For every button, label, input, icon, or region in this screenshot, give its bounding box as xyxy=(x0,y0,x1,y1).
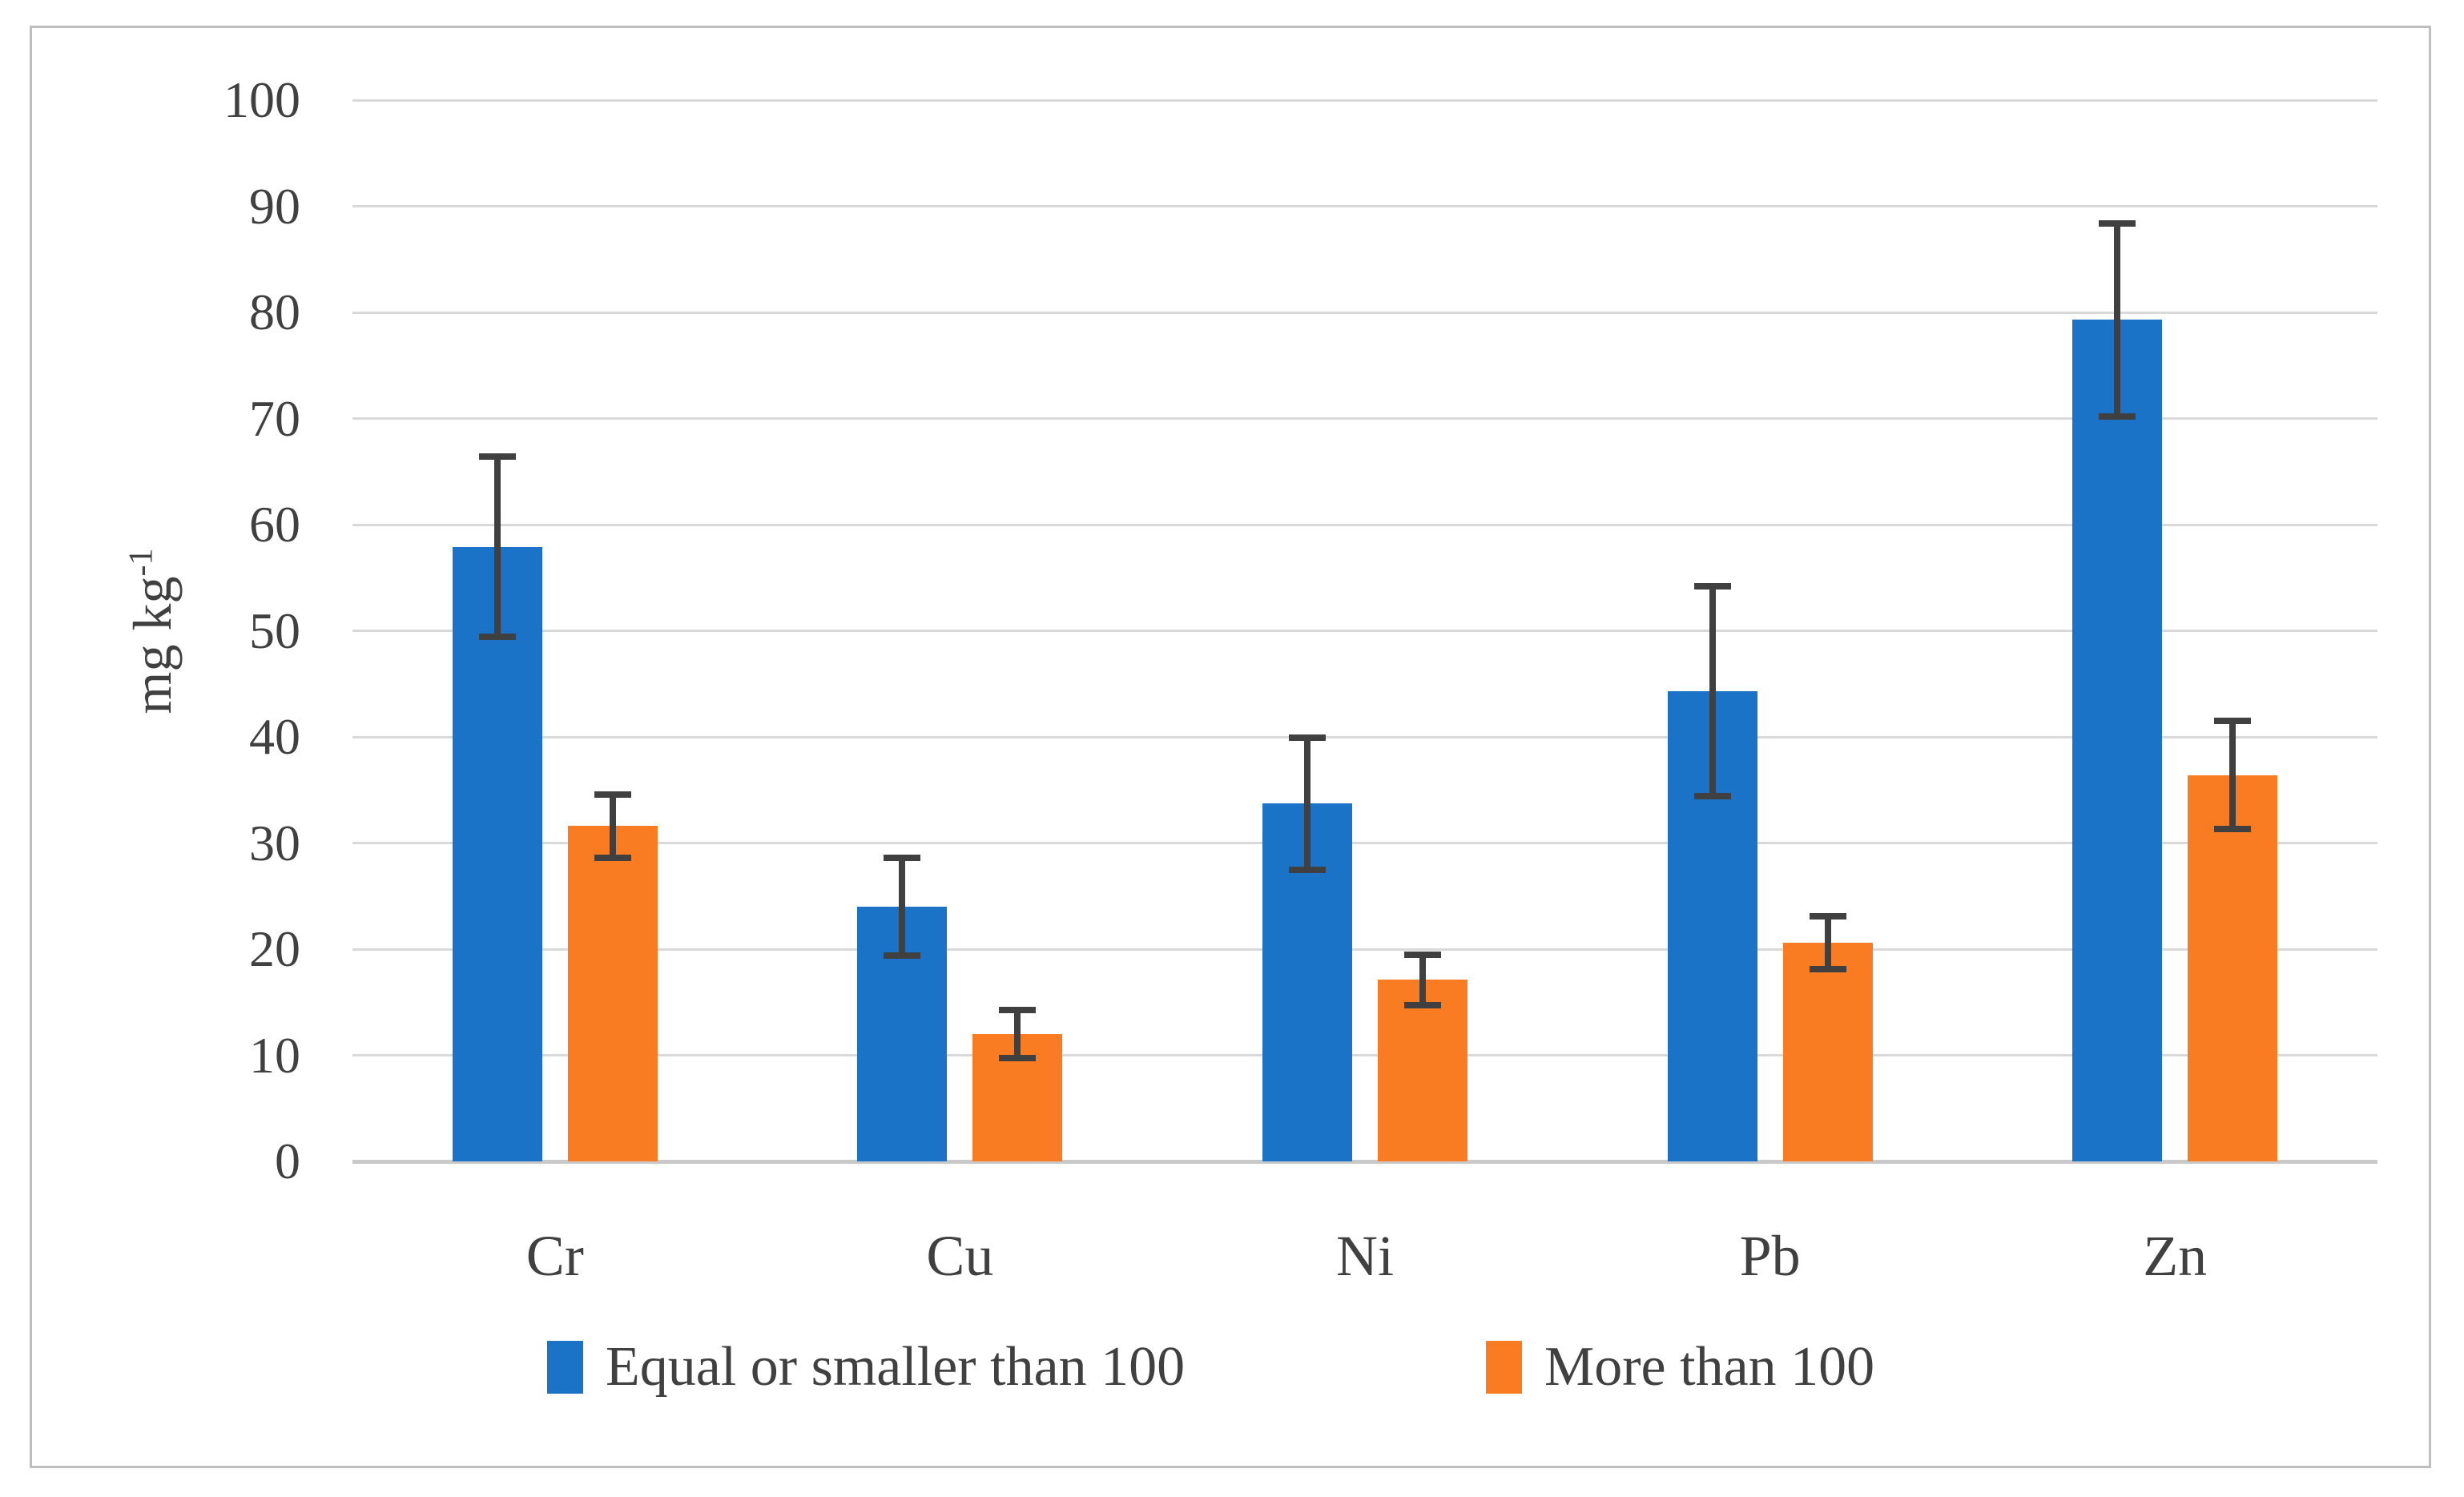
errorbar-s1-zn xyxy=(2229,721,2237,830)
y-tick-label: 50 xyxy=(249,602,300,659)
gridline xyxy=(352,630,2377,632)
bar-s1-ni xyxy=(1378,980,1468,1161)
y-tick-label: 90 xyxy=(249,177,300,235)
errorbar-cap-top xyxy=(2214,718,2252,725)
legend-swatch-0 xyxy=(547,1341,583,1394)
y-tick-label: 60 xyxy=(249,496,300,553)
errorbar-s1-ni xyxy=(1419,954,1426,1006)
gridline xyxy=(352,1054,2377,1056)
y-axis-unit-exponent: -1 xyxy=(122,548,159,577)
y-tick-label: 0 xyxy=(275,1133,300,1189)
y-tick-label: 70 xyxy=(249,389,300,447)
gridline xyxy=(352,948,2377,951)
errorbar-s1-cr xyxy=(609,794,616,859)
legend-label-0: Equal or smaller than 100 xyxy=(606,1336,1186,1398)
errorbar-cap-bottom xyxy=(999,1055,1037,1062)
gridline xyxy=(352,523,2377,526)
bar-s0-cr xyxy=(452,546,542,1161)
errorbar-cap-bottom xyxy=(594,855,631,862)
errorbar-s0-cu xyxy=(899,858,906,956)
errorbar-s0-pb xyxy=(1709,586,1716,797)
y-tick-label: 80 xyxy=(249,284,300,340)
gridline xyxy=(352,735,2377,738)
errorbar-s0-ni xyxy=(1304,738,1311,870)
x-axis-line xyxy=(352,1159,2377,1164)
x-category-label: Cr xyxy=(525,1224,584,1288)
y-tick-label: 10 xyxy=(249,1026,300,1084)
gridline xyxy=(352,311,2377,314)
bar-s0-zn xyxy=(2072,320,2163,1161)
errorbar-cap-bottom xyxy=(1809,966,1846,973)
y-tick-label: 100 xyxy=(223,71,300,128)
errorbar-cap-bottom xyxy=(1693,793,1731,800)
errorbar-cap-bottom xyxy=(1289,866,1326,873)
legend-item-1: More than 100 xyxy=(1486,1336,1874,1398)
errorbar-cap-top xyxy=(1404,951,1441,958)
bar-s1-zn xyxy=(2188,775,2278,1161)
legend-swatch-1 xyxy=(1486,1341,1522,1394)
legend-item-0: Equal or smaller than 100 xyxy=(547,1336,1185,1398)
gridline xyxy=(352,99,2377,102)
errorbar-cap-top xyxy=(2099,219,2136,227)
errorbar-cap-top xyxy=(884,855,921,862)
errorbar-cap-bottom xyxy=(2214,826,2252,833)
errorbar-s1-pb xyxy=(1824,916,1831,970)
gridline xyxy=(352,417,2377,420)
y-tick-label: 40 xyxy=(249,708,300,765)
errorbar-cap-bottom xyxy=(2099,412,2136,420)
bar-s1-cr xyxy=(567,826,658,1161)
errorbar-cap-top xyxy=(1289,734,1326,742)
errorbar-s0-zn xyxy=(2114,223,2121,417)
x-category-label: Cu xyxy=(926,1224,994,1288)
errorbar-cap-top xyxy=(1693,582,1731,590)
errorbar-cap-bottom xyxy=(478,634,516,641)
errorbar-cap-bottom xyxy=(884,952,921,959)
errorbar-s0-cr xyxy=(493,457,501,638)
gridline xyxy=(352,842,2377,844)
x-category-label: Zn xyxy=(2143,1224,2208,1288)
errorbar-cap-top xyxy=(1809,912,1846,920)
bar-s1-pb xyxy=(1782,943,1873,1161)
y-tick-label: 30 xyxy=(249,814,300,871)
chart-frame xyxy=(30,26,2431,1468)
legend-label-1: More than 100 xyxy=(1544,1336,1875,1398)
x-category-label: Ni xyxy=(1336,1224,1394,1288)
gridline xyxy=(352,205,2377,207)
errorbar-s1-cu xyxy=(1014,1009,1021,1059)
x-category-label: Pb xyxy=(1739,1224,1801,1288)
errorbar-cap-top xyxy=(478,453,516,461)
errorbar-cap-top xyxy=(594,791,631,798)
errorbar-cap-bottom xyxy=(1404,1002,1441,1009)
y-tick-label: 20 xyxy=(249,920,300,977)
errorbar-cap-top xyxy=(999,1006,1037,1013)
